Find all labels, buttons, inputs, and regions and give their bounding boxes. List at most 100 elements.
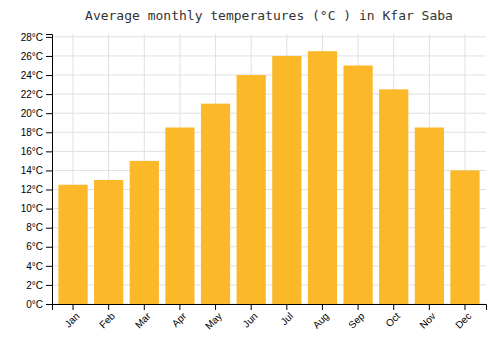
tick-mark xyxy=(322,304,323,310)
bar xyxy=(237,75,266,304)
tick-label: Nov xyxy=(417,310,437,330)
tick-mark xyxy=(429,304,430,310)
tick-label: Sep xyxy=(346,310,367,331)
tick-label: 10°C xyxy=(21,203,43,214)
tick-label: 18°C xyxy=(21,127,43,138)
bar xyxy=(130,161,159,304)
tick: 0°C xyxy=(26,299,52,310)
tick-label: Mar xyxy=(133,310,153,330)
tick-label: 20°C xyxy=(21,108,43,119)
tick-mark xyxy=(46,56,52,57)
tick: 20°C xyxy=(21,108,52,119)
tick: Feb xyxy=(97,304,117,330)
tick-mark xyxy=(393,304,394,310)
grid-line xyxy=(52,55,486,56)
tick: Apr xyxy=(170,304,189,329)
bar xyxy=(415,127,444,304)
tick: Jun xyxy=(240,304,259,330)
tick-mark xyxy=(73,304,74,310)
tick-mark xyxy=(108,304,109,310)
tick-label: Dec xyxy=(453,310,473,330)
grid-line xyxy=(52,36,486,37)
bar xyxy=(450,170,479,304)
tick-label: Aug xyxy=(311,310,331,330)
tick: 22°C xyxy=(21,89,52,100)
axis-line xyxy=(46,35,53,305)
tick-mark xyxy=(251,304,252,310)
tick-label: Jun xyxy=(240,310,259,329)
bar xyxy=(94,180,123,304)
tick-mark xyxy=(46,132,52,133)
tick-mark xyxy=(286,304,287,310)
chart: 0°C 2°C 4°C 6°C 8°C 10°C 12°C 14°C 16°C 18°C 20°C 2… xyxy=(0,0,500,350)
tick-mark xyxy=(46,247,52,248)
tick: Nov xyxy=(417,304,437,331)
tick-mark xyxy=(46,304,52,305)
tick-mark xyxy=(46,151,52,152)
tick-label: May xyxy=(203,310,224,331)
tick-label: 26°C xyxy=(21,51,43,62)
tick-label: Feb xyxy=(97,310,117,330)
tick: Dec xyxy=(453,304,473,331)
tick-mark xyxy=(46,37,52,38)
tick-label: 2°C xyxy=(26,280,43,291)
tick-mark xyxy=(46,285,52,286)
tick-label: Apr xyxy=(170,310,189,329)
bar xyxy=(58,185,87,304)
tick-label: Jan xyxy=(62,310,81,329)
tick-label: 4°C xyxy=(26,261,43,272)
tick-label: 24°C xyxy=(21,70,43,81)
tick: 4°C xyxy=(26,261,52,272)
bar xyxy=(272,56,301,304)
bar xyxy=(379,89,408,304)
plot: 0°C 2°C 4°C 6°C 8°C 10°C 12°C 14°C 16°C 18°C 20°C 2… xyxy=(21,32,487,332)
tick: 10°C xyxy=(21,203,52,214)
tick-mark xyxy=(46,228,52,229)
tick: Aug xyxy=(311,304,331,331)
x-axis: Jan Feb Mar Apr May Jun Jul Aug Sep Oct Nov Dec xyxy=(53,304,487,332)
tick-label: 6°C xyxy=(26,241,43,252)
tick-mark xyxy=(179,304,180,310)
tick-mark xyxy=(46,94,52,95)
tick: 2°C xyxy=(26,280,52,291)
tick-mark xyxy=(46,190,52,191)
tick: 26°C xyxy=(21,51,52,62)
tick-mark xyxy=(464,304,465,310)
tick-mark xyxy=(144,304,145,310)
grid-line xyxy=(52,94,486,95)
bar xyxy=(165,127,194,304)
tick: 24°C xyxy=(21,70,52,81)
grid-line xyxy=(52,75,486,76)
grid xyxy=(52,34,486,304)
tick-label: 12°C xyxy=(21,184,43,195)
tick: 18°C xyxy=(21,127,52,138)
tick: 16°C xyxy=(21,146,52,157)
axis-line xyxy=(53,305,487,311)
tick-label: 28°C xyxy=(21,32,43,43)
tick: 12°C xyxy=(21,184,52,195)
tick-label: 22°C xyxy=(21,89,43,100)
tick-label: 8°C xyxy=(26,222,43,233)
tick-mark xyxy=(46,113,52,114)
tick-mark xyxy=(46,209,52,210)
tick: May xyxy=(203,304,224,332)
bars xyxy=(58,51,479,304)
tick-mark xyxy=(46,170,52,171)
tick-label: Oct xyxy=(383,310,402,329)
tick-label: Jul xyxy=(278,310,295,327)
tick: 28°C xyxy=(21,32,52,43)
tick: 6°C xyxy=(26,241,52,252)
tick-mark xyxy=(215,304,216,310)
tick: 8°C xyxy=(26,222,52,233)
tick-mark xyxy=(46,75,52,76)
tick-mark xyxy=(358,304,359,310)
tick-label: 14°C xyxy=(21,165,43,176)
y-axis: 0°C 2°C 4°C 6°C 8°C 10°C 12°C 14°C 16°C 18°C 20°C 2… xyxy=(21,32,53,310)
tick: Jan xyxy=(62,304,81,330)
tick: Sep xyxy=(346,304,367,331)
bar xyxy=(201,104,230,304)
tick: Mar xyxy=(133,304,153,330)
tick: 14°C xyxy=(21,165,52,176)
tick: Oct xyxy=(383,304,402,329)
tick-label: 0°C xyxy=(26,299,43,310)
